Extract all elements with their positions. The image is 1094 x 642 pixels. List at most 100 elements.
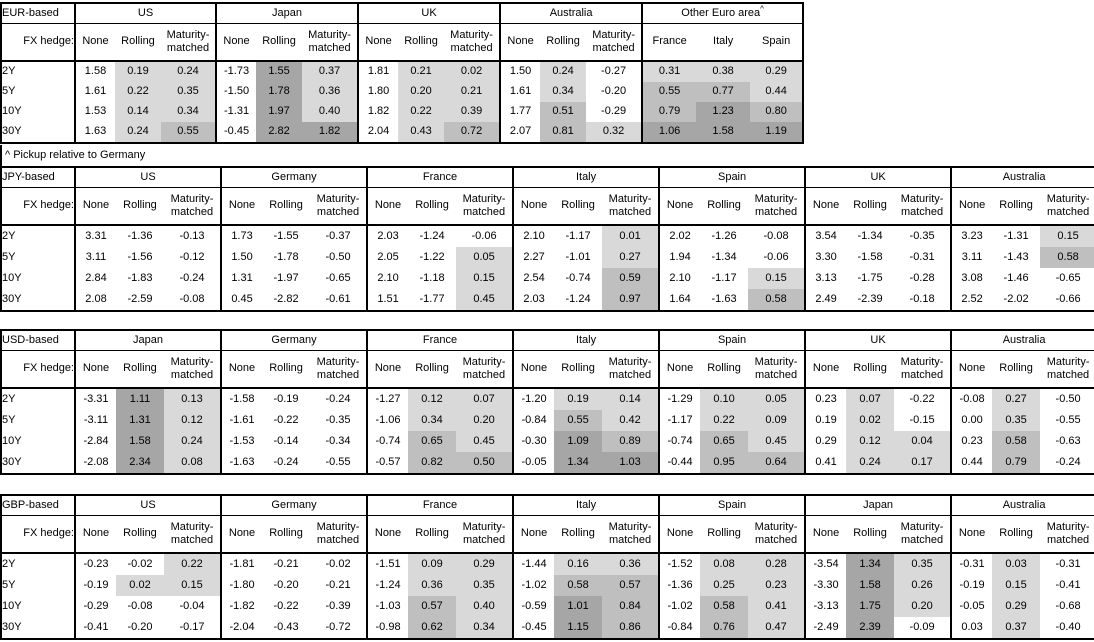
tenor-label: 10Y <box>1 268 76 289</box>
data-row-10y: 10Y -0.29 -0.08 -0.04 -1.82 -0.22 -0.39 -1.03 0.… <box>1 596 1094 617</box>
group-header-uk: UK <box>804 330 952 351</box>
value-cell-gbp-based-france-5y-1: 0.36 <box>408 575 457 596</box>
value-cell-jpy-based-france-30y-0: 1.51 <box>366 289 409 311</box>
group-header-spain: Spain <box>658 495 806 516</box>
value-cell-jpy-based-uk-5y-2: -0.31 <box>909 250 935 263</box>
value-cell-eur-based-australia-5y-0: 1.61 <box>499 82 541 102</box>
value-cell-gbp-based-france-2y-0: -1.51 <box>366 553 409 575</box>
value-cell-eur-based-us-30y-0: 1.63 <box>74 122 115 143</box>
hedge-header-row: FX hedge: None Rolling Maturity-matched None… <box>1 23 804 62</box>
value-cell-usd-based-uk-2y-2: -0.22 <box>909 392 935 405</box>
value-cell-jpy-based-australia-5y-0: 3.11 <box>950 247 993 268</box>
value-cell-gbp-based-germany-5y-0: -1.80 <box>220 575 263 596</box>
value-cell-jpy-based-uk-10y-1: -1.75 <box>857 271 883 284</box>
value-cell-usd-based-france-2y-0: -1.27 <box>366 388 409 410</box>
value-cell-eur-based-uk-10y-0: 1.82 <box>357 102 399 122</box>
hedge-column-header-germany-maturity-matched: Maturity-matched <box>310 350 368 389</box>
value-cell-jpy-based-australia-2y-1: -1.31 <box>1003 229 1029 242</box>
value-cell-gbp-based-germany-2y-0: -1.81 <box>220 553 263 575</box>
value-cell-usd-based-italy-30y-1: 1.34 <box>554 452 603 474</box>
value-cell-gbp-based-us-5y-0: -0.19 <box>74 575 116 596</box>
value-cell-jpy-based-italy-10y-0: 2.54 <box>512 268 555 289</box>
value-cell-gbp-based-germany-30y-0: -2.04 <box>220 617 263 639</box>
hedge-column-header-uk-rolling: Rolling <box>846 187 895 226</box>
value-cell-eur-based-australia-30y-1: 0.81 <box>540 122 587 143</box>
value-cell-gbp-based-germany-30y-1: -0.43 <box>273 620 299 633</box>
hedge-column-header-us-none: None <box>74 23 115 62</box>
value-cell-eur-based-australia-10y-0: 1.77 <box>499 102 541 122</box>
value-cell-gbp-based-japan-30y-2: -0.09 <box>909 620 935 633</box>
value-cell-usd-based-germany-30y-0: -1.63 <box>220 452 263 474</box>
value-cell-usd-based-france-10y-0: -0.74 <box>366 431 409 452</box>
hedge-column-header-france-none: None <box>366 187 409 226</box>
value-cell-gbp-based-germany-10y-0: -1.82 <box>220 596 263 617</box>
value-cell-gbp-based-italy-10y-2: 0.84 <box>602 596 660 617</box>
value-cell-gbp-based-france-2y-1: 0.09 <box>408 553 457 575</box>
value-cell-eur-based-japan-5y-1: 1.78 <box>256 82 303 102</box>
hedge-column-header-australia-none: None <box>499 23 541 62</box>
hedge-column-header-germany-maturity-matched: Maturity-matched <box>310 187 368 226</box>
hedge-column-header-us-none: None <box>74 187 116 226</box>
value-cell-usd-based-spain-10y-2: 0.45 <box>748 431 806 452</box>
value-cell-usd-based-uk-5y-0: 0.19 <box>804 410 847 431</box>
hedge-column-header-uk-none: None <box>804 187 847 226</box>
value-cell-usd-based-italy-5y-2: 0.42 <box>602 410 660 431</box>
data-row-30y: 30Y 2.08 -2.59 -0.08 0.45 -2.82 -0.61 1.51 -1.77… <box>1 289 1094 311</box>
value-cell-usd-based-australia-10y-1: 0.58 <box>992 431 1041 452</box>
value-cell-eur-based-japan-10y-0: -1.31 <box>215 102 257 122</box>
value-cell-gbp-based-france-30y-2: 0.34 <box>456 617 514 639</box>
group-header-italy: Italy <box>512 330 660 351</box>
group-header-other-euro-area: Other Euro area^ <box>641 3 804 24</box>
value-cell-gbp-based-us-5y-1: 0.02 <box>116 575 164 596</box>
hedge-column-header-germany-rolling: Rolling <box>262 187 311 226</box>
value-cell-usd-based-australia-5y-2: -0.55 <box>1055 413 1081 426</box>
value-cell-usd-based-uk-30y-2: 0.17 <box>894 452 952 474</box>
value-cell-eur-based-uk-10y-2: 0.39 <box>444 102 501 122</box>
value-cell-usd-based-uk-2y-1: 0.07 <box>846 388 895 410</box>
group-header-australia: Australia <box>499 3 643 24</box>
value-cell-usd-based-italy-2y-2: 0.14 <box>602 388 660 410</box>
data-row-30y: 30Y 1.63 0.24 0.55 -0.45 2.82 1.82 2.04 0.43 0.72… <box>1 122 804 143</box>
value-cell-eur-based-australia-10y-1: 0.51 <box>540 102 587 122</box>
value-cell-jpy-based-germany-30y-1: -2.82 <box>273 292 299 305</box>
hedge-column-header-japan-maturity-matched: Maturity-matched <box>164 350 222 389</box>
value-cell-eur-based-us-2y-1: 0.19 <box>115 61 161 82</box>
value-cell-jpy-based-spain-5y-1: -1.34 <box>711 250 737 263</box>
value-cell-gbp-based-france-2y-2: 0.29 <box>456 553 514 575</box>
value-cell-jpy-based-us-5y-2: -0.12 <box>179 250 205 263</box>
hedge-column-header-france-maturity-matched: Maturity-matched <box>456 350 514 389</box>
value-cell-usd-based-france-30y-2: 0.50 <box>456 452 514 474</box>
value-cell-eur-based-australia-5y-1: 0.34 <box>540 82 587 102</box>
value-cell-gbp-based-italy-10y-1: 1.01 <box>554 596 603 617</box>
value-cell-eur-based-other-euro-area-10y-2: 0.80 <box>750 102 804 122</box>
value-cell-jpy-based-spain-10y-1: -1.17 <box>711 271 737 284</box>
value-cell-eur-based-australia-2y-1: 0.24 <box>540 61 587 82</box>
value-cell-eur-based-japan-10y-2: 0.40 <box>302 102 359 122</box>
value-cell-usd-based-australia-30y-2: -0.24 <box>1055 455 1081 468</box>
table-eur-based: EUR-based US Japan UK Australia Other Euro ar… <box>0 2 805 144</box>
value-cell-usd-based-japan-2y-2: 0.13 <box>164 388 222 410</box>
value-cell-jpy-based-france-5y-0: 2.05 <box>366 247 409 268</box>
data-row-5y: 5Y 3.11 -1.56 -0.12 1.50 -1.78 -0.50 2.05 -1.22 0… <box>1 247 1094 268</box>
value-cell-jpy-based-france-10y-0: 2.10 <box>366 268 409 289</box>
value-cell-usd-based-france-30y-1: 0.82 <box>408 452 457 474</box>
value-cell-jpy-based-spain-10y-0: 2.10 <box>658 268 701 289</box>
value-cell-gbp-based-australia-30y-2: -0.40 <box>1055 620 1081 633</box>
value-cell-eur-based-uk-5y-1: 0.20 <box>398 82 445 102</box>
value-cell-jpy-based-uk-30y-0: 2.49 <box>804 289 847 311</box>
value-cell-gbp-based-australia-5y-1: 0.15 <box>992 575 1041 596</box>
hedge-column-header-france-none: None <box>366 350 409 389</box>
tenor-label: 2Y <box>1 388 76 410</box>
value-cell-usd-based-spain-5y-2: 0.09 <box>748 410 806 431</box>
value-cell-gbp-based-australia-2y-1: 0.03 <box>992 553 1041 575</box>
value-cell-gbp-based-italy-30y-0: -0.45 <box>512 617 555 639</box>
value-cell-usd-based-italy-5y-1: 0.55 <box>554 410 603 431</box>
value-cell-eur-based-australia-30y-0: 2.07 <box>499 122 541 143</box>
group-header-australia: Australia <box>950 330 1094 351</box>
hedge-column-header-france-maturity-matched: Maturity-matched <box>456 187 514 226</box>
value-cell-usd-based-uk-5y-1: 0.02 <box>846 410 895 431</box>
value-cell-gbp-based-italy-5y-2: 0.57 <box>602 575 660 596</box>
value-cell-usd-based-germany-2y-1: -0.19 <box>273 392 299 405</box>
value-cell-gbp-based-italy-5y-1: 0.58 <box>554 575 603 596</box>
value-cell-jpy-based-australia-2y-0: 3.23 <box>950 225 993 247</box>
